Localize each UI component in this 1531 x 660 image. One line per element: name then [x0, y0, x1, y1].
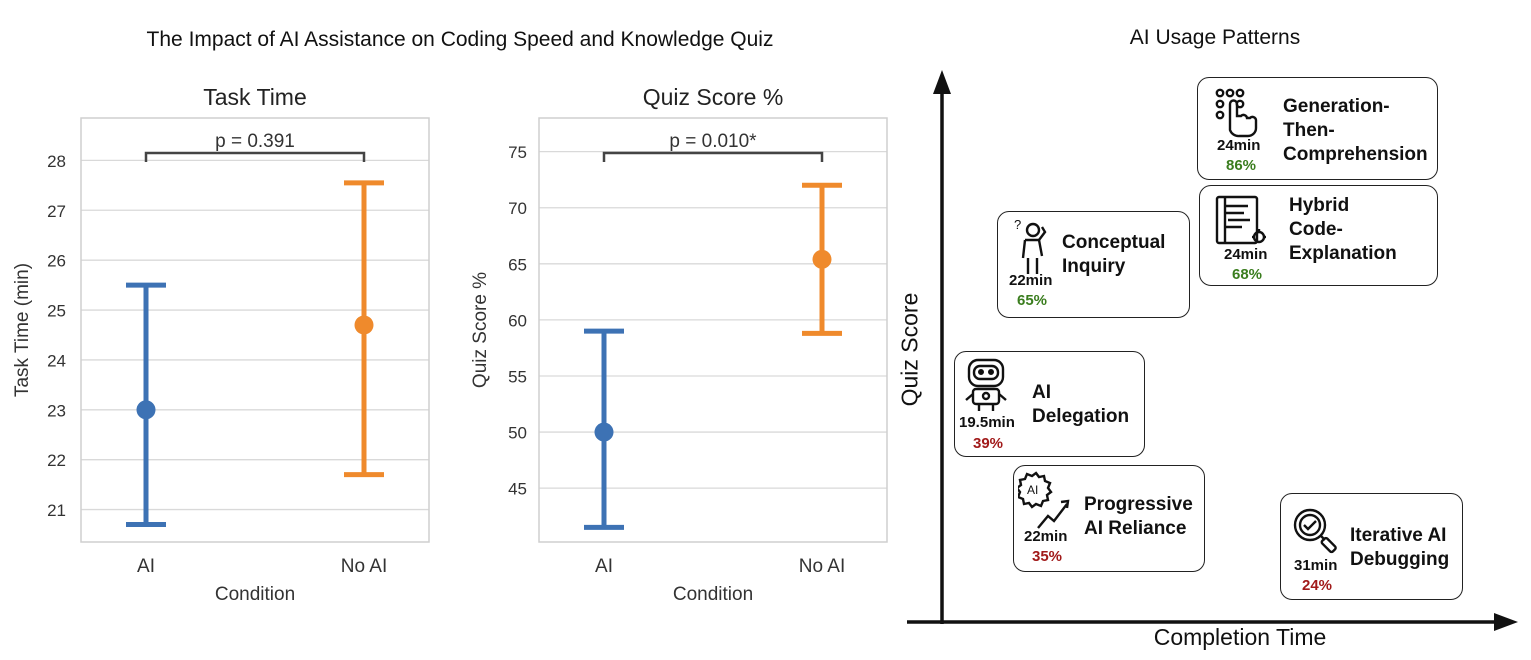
pattern-time: 19.5min	[959, 414, 1015, 431]
pattern-name-line: Explanation	[1289, 243, 1397, 264]
y-tick-label: 55	[508, 367, 527, 386]
y-tick-label: 28	[47, 152, 66, 171]
patterns-y-axis-label: Quiz Score	[896, 292, 923, 407]
x-axis-label: Condition	[673, 584, 753, 605]
pattern-name: AI Delegation	[1032, 381, 1129, 429]
y-tick-label: 26	[47, 252, 66, 271]
significance-bracket	[144, 151, 366, 162]
y-tick-label: 22	[47, 451, 66, 470]
pattern-time: 24min	[1224, 246, 1268, 263]
x-tick-label: No AI	[341, 556, 387, 577]
pattern-name-line: AI Reliance	[1084, 518, 1187, 539]
svg-text:?: ?	[1014, 217, 1021, 232]
y-tick-label: 21	[47, 501, 66, 520]
pattern-name: Hybrid Code- Explanation	[1289, 194, 1397, 266]
pattern-score: 24%	[1302, 577, 1333, 594]
pattern-score: 35%	[1032, 548, 1063, 565]
p-value-label: p = 0.391	[215, 131, 295, 152]
pattern-name-line: Debugging	[1350, 549, 1450, 570]
pattern-score: 39%	[973, 435, 1004, 452]
mean-point	[354, 315, 374, 335]
pattern-card-hybrid	[1199, 185, 1438, 286]
y-tick-label: 70	[508, 199, 527, 218]
plot-frame	[80, 117, 430, 543]
y-tick-label: 65	[508, 255, 527, 274]
pattern-name-line: Hybrid	[1289, 195, 1350, 216]
pattern-name-line: Progressive	[1084, 494, 1193, 515]
pattern-time: 24min	[1217, 137, 1261, 154]
x-tick-label: AI	[595, 556, 613, 577]
y-tick-label: 25	[47, 302, 66, 321]
x-axis-label: Condition	[215, 584, 295, 605]
p-value-label: p = 0.010*	[669, 131, 757, 152]
pattern-name-line: Code-	[1289, 219, 1343, 240]
y-tick-label: 50	[508, 424, 527, 443]
y-axis-label: Task Time (min)	[12, 263, 33, 397]
x-tick-label: No AI	[799, 556, 845, 577]
patterns-x-axis-label: Completion Time	[1153, 624, 1327, 650]
chart-title: Task Time	[203, 84, 307, 110]
pattern-name: Iterative AI Debugging	[1350, 524, 1449, 572]
pattern-name: Progressive AI Reliance	[1084, 493, 1193, 541]
svg-text:AI: AI	[1027, 483, 1038, 497]
patterns-x-axis-arrow	[1494, 613, 1518, 631]
chart-task-time: 21 22 23 24 25 26 27 28 Task Time Condition Task T…	[12, 84, 430, 605]
significance-bracket	[602, 151, 824, 162]
patterns-title: AI Usage Patterns	[1129, 26, 1301, 49]
y-tick-label: 45	[508, 480, 527, 499]
figure-title: The Impact of AI Assistance on Coding Sp…	[147, 28, 774, 51]
pattern-time: 22min	[1024, 528, 1068, 545]
pattern-name: Conceptual Inquiry	[1062, 231, 1165, 279]
pattern-score: 68%	[1232, 266, 1263, 283]
chart-title: Quiz Score %	[643, 84, 784, 110]
patterns-y-axis-arrow	[933, 70, 951, 94]
pattern-name-line: Iterative AI	[1350, 525, 1447, 546]
pattern-time: 22min	[1009, 272, 1053, 289]
plot-frame	[538, 117, 888, 543]
y-tick-label: 60	[508, 311, 527, 330]
y-tick-label: 24	[47, 351, 66, 370]
chart-quiz-score: 45 50 55 60 65 70 75 Quiz Score % Condition Quiz …	[470, 84, 888, 605]
y-tick-label: 23	[47, 401, 66, 420]
y-axis-label: Quiz Score %	[470, 272, 491, 388]
y-tick-label: 27	[47, 202, 66, 221]
pattern-name-line: Delegation	[1032, 406, 1130, 427]
pattern-name-line: Then-	[1283, 120, 1335, 141]
pattern-name-line: Generation-	[1283, 96, 1390, 117]
pattern-score: 86%	[1226, 157, 1257, 174]
y-tick-label: 75	[508, 143, 527, 162]
pattern-name-line: Conceptual	[1062, 232, 1166, 253]
pattern-time: 31min	[1294, 557, 1338, 574]
mean-point	[812, 249, 832, 269]
pattern-name-line: AI	[1032, 382, 1051, 403]
pattern-score: 65%	[1017, 292, 1048, 309]
pattern-name-line: Inquiry	[1062, 256, 1126, 277]
x-tick-label: AI	[137, 556, 155, 577]
mean-point	[136, 400, 156, 420]
pattern-name-line: Comprehension	[1283, 144, 1428, 165]
pattern-name: Generation- Then- Comprehension	[1283, 95, 1428, 167]
mean-point	[594, 422, 614, 442]
